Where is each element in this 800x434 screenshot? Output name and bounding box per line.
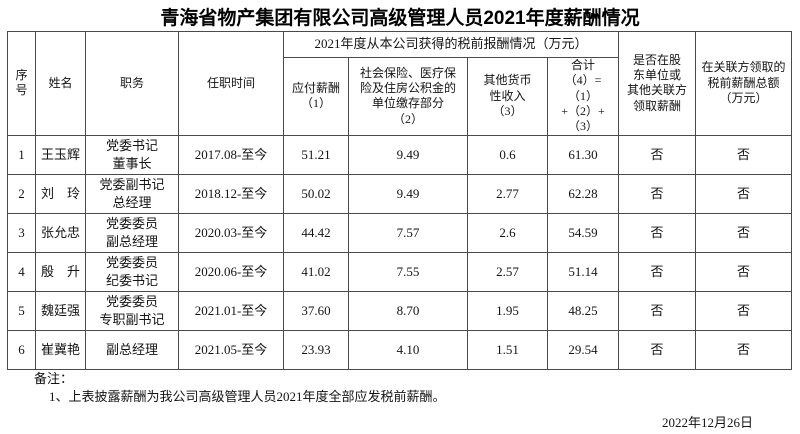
cell-name: 张允忠 <box>35 212 86 253</box>
cell-position: 党委委员 纪委书记 <box>85 251 179 292</box>
cell-tenure: 2020.03-至今 <box>178 212 284 253</box>
cell-name: 崔冀艳 <box>35 329 86 370</box>
table-row: 6 崔冀艳 副总经理 2021.05-至今 23.93 4.10 1.51 29… <box>7 329 793 370</box>
cell-tenure: 2021.05-至今 <box>178 329 284 370</box>
notes-label: 备注： <box>34 371 74 386</box>
header-position: 职务 <box>85 31 179 136</box>
cell-tenure: 2021.01-至今 <box>178 290 284 331</box>
cell-insurance: 9.49 <box>348 173 468 214</box>
doc-date: 2022年12月26日 <box>662 415 754 430</box>
cell-related-amount: 否 <box>695 134 793 175</box>
cell-related-flag: 否 <box>618 329 697 370</box>
cell-related-flag: 否 <box>618 173 697 214</box>
cell-payable: 50.02 <box>283 173 349 214</box>
cell-payable: 41.02 <box>283 251 349 292</box>
header-total: 合计 （4）=（1） +（2）+ （3） <box>546 57 620 136</box>
cell-tenure: 2020.06-至今 <box>178 251 284 292</box>
header-row-sub: 应付薪酬 （1） 社会保险、医疗保 险及住房公积金的 单位缴存部分 （2） 其他… <box>8 57 792 136</box>
note-item: 1、上表披露薪酬为我公司高级管理人员2021年度全部应发税前薪酬。 <box>49 389 446 404</box>
cell-index: 6 <box>7 329 36 370</box>
cell-total: 51.14 <box>546 251 620 292</box>
table-row: 5 魏廷强 党委委员 专职副书记 2021.01-至今 37.60 8.70 1… <box>7 290 793 331</box>
cell-index: 5 <box>7 290 36 331</box>
table-row: 1 王玉辉 党委书记 董事长 2017.08-至今 51.21 9.49 0.6… <box>7 134 793 175</box>
header-related-party-amount: 在关联方领取的 税前薪酬总额 （万元） <box>695 31 793 136</box>
cell-related-amount: 否 <box>695 212 793 253</box>
table-row: 2 刘 玲 党委副书记 总经理 2018.12-至今 50.02 9.49 2.… <box>7 173 793 214</box>
cell-insurance: 7.55 <box>348 251 468 292</box>
header-payable-salary: 应付薪酬 （1） <box>283 57 349 136</box>
cell-position: 党委副书记 总经理 <box>85 173 179 214</box>
header-social-insurance: 社会保险、医疗保 险及住房公积金的 单位缴存部分 （2） <box>348 57 468 136</box>
cell-position: 党委书记 董事长 <box>85 134 179 175</box>
cell-other-income: 1.51 <box>467 329 548 370</box>
header-name: 姓名 <box>35 31 86 136</box>
page-title: 青海省物产集团有限公司高级管理人员2021年度薪酬情况 <box>160 8 640 29</box>
cell-related-amount: 否 <box>695 290 793 331</box>
cell-name: 殷 升 <box>35 251 86 292</box>
cell-insurance: 7.57 <box>348 212 468 253</box>
cell-position: 党委委员 副总经理 <box>85 212 179 253</box>
cell-total: 48.25 <box>546 290 620 331</box>
cell-other-income: 2.77 <box>467 173 548 214</box>
cell-payable: 23.93 <box>283 329 349 370</box>
header-row-group: 序 号 姓名 职务 任职时间 2021年度从本公司获得的税前报酬情况（万元） 是… <box>7 31 793 136</box>
cell-insurance: 8.70 <box>348 290 468 331</box>
cell-tenure: 2017.08-至今 <box>178 134 284 175</box>
cell-related-amount: 否 <box>695 251 793 292</box>
cell-related-flag: 否 <box>618 212 697 253</box>
salary-table: 序 号 姓名 职务 任职时间 2021年度从本公司获得的税前报酬情况（万元） 是… <box>7 31 793 370</box>
cell-related-flag: 否 <box>618 290 697 331</box>
cell-insurance: 9.49 <box>348 134 468 175</box>
cell-other-income: 1.95 <box>467 290 548 331</box>
cell-payable: 37.60 <box>283 290 349 331</box>
header-group-pretax: 2021年度从本公司获得的税前报酬情况（万元） <box>282 31 620 58</box>
cell-other-income: 2.57 <box>467 251 548 292</box>
table-row: 3 张允忠 党委委员 副总经理 2020.03-至今 44.42 7.57 2.… <box>7 212 793 253</box>
cell-related-flag: 否 <box>618 251 697 292</box>
cell-total: 62.28 <box>546 173 620 214</box>
cell-index: 3 <box>7 212 36 253</box>
cell-total: 54.59 <box>546 212 620 253</box>
cell-name: 刘 玲 <box>35 173 86 214</box>
cell-insurance: 4.10 <box>348 329 468 370</box>
header-related-party-flag: 是否在股 东单位或 其他关联方 领取薪酬 <box>618 31 697 136</box>
cell-index: 1 <box>7 134 36 175</box>
cell-payable: 44.42 <box>283 212 349 253</box>
header-tenure: 任职时间 <box>178 31 284 136</box>
cell-total: 61.30 <box>546 134 620 175</box>
cell-other-income: 0.6 <box>467 134 548 175</box>
header-col-index: 序 号 <box>7 31 36 136</box>
cell-related-amount: 否 <box>695 329 793 370</box>
cell-payable: 51.21 <box>283 134 349 175</box>
cell-related-amount: 否 <box>695 173 793 214</box>
cell-index: 2 <box>7 173 36 214</box>
cell-position: 党委委员 专职副书记 <box>85 290 179 331</box>
header-other-income: 其他货币 性收入 （3） <box>467 57 548 136</box>
cell-name: 魏廷强 <box>35 290 86 331</box>
table-row: 4 殷 升 党委委员 纪委书记 2020.06-至今 41.02 7.55 2.… <box>7 251 793 292</box>
cell-name: 王玉辉 <box>35 134 86 175</box>
cell-related-flag: 否 <box>618 134 697 175</box>
cell-index: 4 <box>7 251 36 292</box>
cell-other-income: 2.6 <box>467 212 548 253</box>
cell-position: 副总经理 <box>85 329 179 370</box>
cell-tenure: 2018.12-至今 <box>178 173 284 214</box>
cell-total: 29.54 <box>546 329 620 370</box>
